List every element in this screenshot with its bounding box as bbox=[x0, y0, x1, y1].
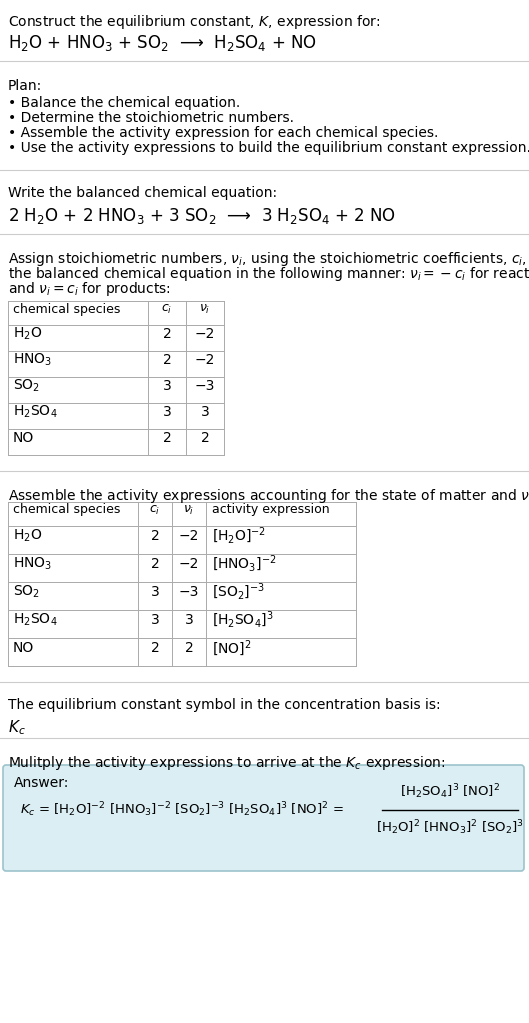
Text: HNO$_3$: HNO$_3$ bbox=[13, 555, 52, 572]
Text: NO: NO bbox=[13, 431, 34, 445]
Text: 2: 2 bbox=[200, 431, 209, 445]
Text: • Assemble the activity expression for each chemical species.: • Assemble the activity expression for e… bbox=[8, 126, 439, 140]
Text: −2: −2 bbox=[179, 557, 199, 571]
Text: [SO$_2$]$^{-3}$: [SO$_2$]$^{-3}$ bbox=[212, 582, 265, 603]
Text: 2: 2 bbox=[151, 641, 159, 655]
FancyBboxPatch shape bbox=[3, 765, 524, 871]
Text: 3: 3 bbox=[162, 405, 171, 419]
Text: −3: −3 bbox=[179, 585, 199, 599]
Text: −2: −2 bbox=[195, 353, 215, 367]
Text: −3: −3 bbox=[195, 379, 215, 393]
Text: 3: 3 bbox=[151, 585, 159, 599]
Text: $c_i$: $c_i$ bbox=[161, 303, 172, 315]
Text: and $\nu_i = c_i$ for products:: and $\nu_i = c_i$ for products: bbox=[8, 280, 171, 298]
Text: Construct the equilibrium constant, $K$, expression for:: Construct the equilibrium constant, $K$,… bbox=[8, 13, 380, 31]
Text: The equilibrium constant symbol in the concentration basis is:: The equilibrium constant symbol in the c… bbox=[8, 698, 441, 712]
Text: HNO$_3$: HNO$_3$ bbox=[13, 352, 52, 368]
Text: $[\mathrm{H_2SO_4}]^3$ $[\mathrm{NO}]^2$: $[\mathrm{H_2SO_4}]^3$ $[\mathrm{NO}]^2$ bbox=[400, 783, 500, 801]
Text: 2: 2 bbox=[185, 641, 194, 655]
Text: [H$_2$O]$^{-2}$: [H$_2$O]$^{-2}$ bbox=[212, 526, 266, 546]
Text: $\nu_i$: $\nu_i$ bbox=[184, 503, 195, 517]
Text: $c_i$: $c_i$ bbox=[149, 503, 161, 517]
Text: chemical species: chemical species bbox=[13, 503, 121, 517]
Text: the balanced chemical equation in the following manner: $\nu_i = -c_i$ for react: the balanced chemical equation in the fo… bbox=[8, 265, 529, 283]
Text: SO$_2$: SO$_2$ bbox=[13, 377, 40, 394]
Text: Write the balanced chemical equation:: Write the balanced chemical equation: bbox=[8, 186, 277, 201]
Text: • Balance the chemical equation.: • Balance the chemical equation. bbox=[8, 96, 240, 110]
Text: Assign stoichiometric numbers, $\nu_i$, using the stoichiometric coefficients, $: Assign stoichiometric numbers, $\nu_i$, … bbox=[8, 250, 529, 268]
Text: 2 H$_2$O + 2 HNO$_3$ + 3 SO$_2$  ⟶  3 H$_2$SO$_4$ + 2 NO: 2 H$_2$O + 2 HNO$_3$ + 3 SO$_2$ ⟶ 3 H$_2… bbox=[8, 206, 396, 226]
Text: Assemble the activity expressions accounting for the state of matter and $\nu_i$: Assemble the activity expressions accoun… bbox=[8, 487, 529, 505]
Text: $\nu_i$: $\nu_i$ bbox=[199, 303, 211, 315]
Text: • Use the activity expressions to build the equilibrium constant expression.: • Use the activity expressions to build … bbox=[8, 141, 529, 155]
Text: H$_2$O: H$_2$O bbox=[13, 528, 42, 544]
Text: 2: 2 bbox=[162, 431, 171, 445]
Text: 3: 3 bbox=[151, 613, 159, 627]
Text: Mulitply the activity expressions to arrive at the $K_c$ expression:: Mulitply the activity expressions to arr… bbox=[8, 754, 445, 772]
Text: Answer:: Answer: bbox=[14, 776, 69, 790]
Text: 3: 3 bbox=[200, 405, 209, 419]
Text: SO$_2$: SO$_2$ bbox=[13, 584, 40, 601]
Text: $K_c$: $K_c$ bbox=[8, 718, 26, 737]
Text: −2: −2 bbox=[195, 327, 215, 341]
Text: [H$_2$SO$_4$]$^3$: [H$_2$SO$_4$]$^3$ bbox=[212, 610, 273, 630]
Text: 2: 2 bbox=[151, 557, 159, 571]
Text: H$_2$SO$_4$: H$_2$SO$_4$ bbox=[13, 404, 58, 420]
Text: 2: 2 bbox=[162, 353, 171, 367]
Text: H$_2$O: H$_2$O bbox=[13, 325, 42, 343]
Text: NO: NO bbox=[13, 641, 34, 655]
Text: [NO]$^2$: [NO]$^2$ bbox=[212, 638, 251, 658]
Text: 3: 3 bbox=[185, 613, 194, 627]
Text: 3: 3 bbox=[162, 379, 171, 393]
Text: H$_2$O + HNO$_3$ + SO$_2$  ⟶  H$_2$SO$_4$ + NO: H$_2$O + HNO$_3$ + SO$_2$ ⟶ H$_2$SO$_4$ … bbox=[8, 33, 317, 53]
Text: 2: 2 bbox=[162, 327, 171, 341]
Text: chemical species: chemical species bbox=[13, 303, 121, 315]
Text: • Determine the stoichiometric numbers.: • Determine the stoichiometric numbers. bbox=[8, 112, 294, 125]
Text: −2: −2 bbox=[179, 529, 199, 543]
Text: 2: 2 bbox=[151, 529, 159, 543]
Text: Plan:: Plan: bbox=[8, 79, 42, 93]
Text: $K_c$ = $[\mathrm{H_2O}]^{-2}$ $[\mathrm{HNO_3}]^{-2}$ $[\mathrm{SO_2}]^{-3}$ $[: $K_c$ = $[\mathrm{H_2O}]^{-2}$ $[\mathrm… bbox=[20, 801, 344, 819]
Text: activity expression: activity expression bbox=[212, 503, 330, 517]
Text: $[\mathrm{H_2O}]^2$ $[\mathrm{HNO_3}]^2$ $[\mathrm{SO_2}]^3$: $[\mathrm{H_2O}]^2$ $[\mathrm{HNO_3}]^2$… bbox=[376, 818, 524, 838]
Text: H$_2$SO$_4$: H$_2$SO$_4$ bbox=[13, 612, 58, 628]
Text: [HNO$_3$]$^{-2}$: [HNO$_3$]$^{-2}$ bbox=[212, 553, 276, 574]
